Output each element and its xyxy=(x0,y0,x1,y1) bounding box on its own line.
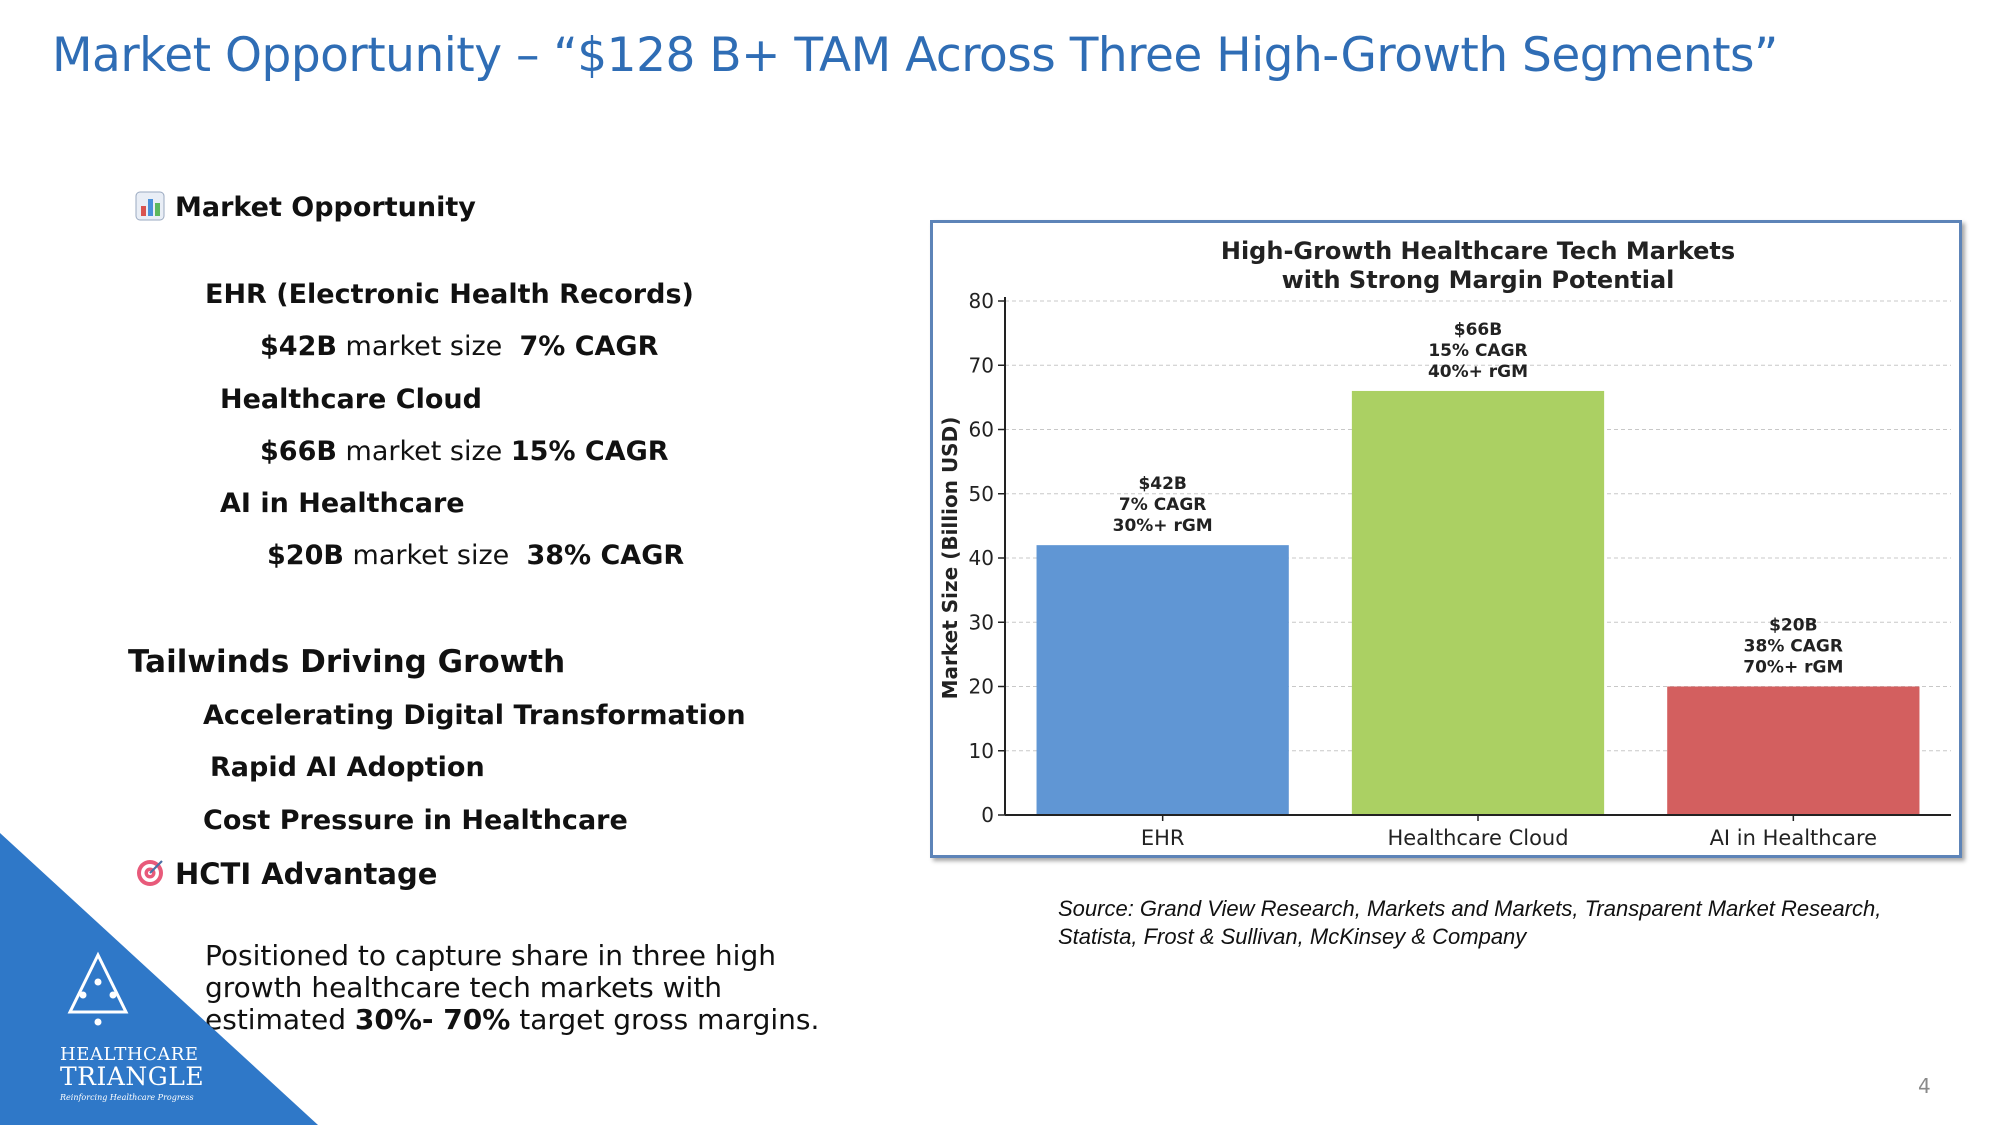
y-tick-label: 50 xyxy=(969,482,994,506)
x-tick-label: AI in Healthcare xyxy=(1710,826,1878,850)
advantage-text-end: target gross margins. xyxy=(510,1003,820,1036)
y-tick-label: 20 xyxy=(969,675,994,699)
page-title: Market Opportunity – “$128 B+ TAM Across… xyxy=(52,28,1778,83)
bar-ehr xyxy=(1036,545,1289,815)
segment-ai-cagr: 38% CAGR xyxy=(526,540,685,571)
y-tick-label: 80 xyxy=(969,289,994,313)
data-label: $20B xyxy=(1769,616,1817,636)
advantage-margin-range: 30%- 70% xyxy=(354,1003,511,1036)
logo-line-2: TRIANGLE xyxy=(60,1062,205,1091)
bar-healthcare-cloud xyxy=(1351,390,1605,815)
chart-svg: 0 10 20 30 40 50 60 70 80 EHR Healthcare Cloud AI i… xyxy=(938,237,1951,850)
market-opportunity-heading: Market Opportunity xyxy=(135,191,476,224)
triangle-logo-icon xyxy=(67,951,129,1026)
segment-ehr-name: EHR (Electronic Health Records) xyxy=(205,279,694,310)
data-label: 40%+ rGM xyxy=(1428,362,1528,382)
y-axis-label: Market Size (Billion USD) xyxy=(938,417,962,700)
page-number: 4 xyxy=(1918,1074,1931,1098)
tailwind-item: Accelerating Digital Transformation xyxy=(203,700,746,731)
x-tick-label: Healthcare Cloud xyxy=(1387,826,1568,850)
y-tick-label: 0 xyxy=(981,803,994,827)
advantage-paragraph: Positioned to capture share in three hig… xyxy=(205,940,825,1036)
advantage-label: HCTI Advantage xyxy=(175,857,438,891)
chart-subtitle: with Strong Margin Potential xyxy=(1282,266,1675,294)
company-logo: HEALTHCARE TRIANGLE Reinforcing Healthca… xyxy=(60,1044,204,1102)
segment-ehr-stats: $42B market size 7% CAGR xyxy=(260,331,658,362)
y-tick-label: 30 xyxy=(969,610,994,634)
data-label: 38% CAGR xyxy=(1744,637,1843,657)
segment-ai-name: AI in Healthcare xyxy=(220,488,465,519)
market-size-chart: 0 10 20 30 40 50 60 70 80 EHR Healthcare Cloud AI i… xyxy=(930,220,1962,858)
bar-ai-in-healthcare xyxy=(1667,686,1920,815)
y-tick-label: 10 xyxy=(969,739,994,763)
tailwind-item: Rapid AI Adoption xyxy=(210,752,485,783)
data-label: 15% CAGR xyxy=(1428,341,1527,361)
data-label: $66B xyxy=(1454,320,1502,340)
data-label: 7% CAGR xyxy=(1119,495,1206,515)
y-tick-label: 40 xyxy=(969,546,994,570)
chart-title: High-Growth Healthcare Tech Markets xyxy=(1221,237,1735,265)
target-icon xyxy=(137,860,163,886)
segment-cloud-stats: $66B market size 15% CAGR xyxy=(260,436,669,467)
data-label: 70%+ rGM xyxy=(1743,658,1843,678)
source-note: Source: Grand View Research, Markets and… xyxy=(1058,895,1881,951)
advantage-heading: HCTI Advantage xyxy=(135,857,437,891)
segment-cloud-size: $66B xyxy=(260,436,337,467)
segment-ehr-cagr: 7% CAGR xyxy=(519,331,659,362)
y-tick-label: 70 xyxy=(969,353,994,377)
data-label: $42B xyxy=(1138,474,1186,494)
segment-ai-size: $20B xyxy=(267,540,344,571)
segment-ehr-size: $42B xyxy=(260,331,337,362)
market-opportunity-label: Market Opportunity xyxy=(175,192,476,223)
tailwinds-heading: Tailwinds Driving Growth xyxy=(128,644,566,680)
segment-cloud-size-label: market size xyxy=(336,436,511,467)
bar-chart-icon xyxy=(135,191,165,220)
source-line: Source: Grand View Research, Markets and… xyxy=(1058,896,1882,921)
source-line: Statista, Frost & Sullivan, McKinsey & C… xyxy=(1058,924,1527,949)
segment-ai-stats: $20B market size 38% CAGR xyxy=(267,540,684,571)
segment-ai-size-label: market size xyxy=(343,540,527,571)
segment-cloud-name: Healthcare Cloud xyxy=(220,384,482,415)
tailwind-item: Cost Pressure in Healthcare xyxy=(203,805,628,836)
y-tick-label: 60 xyxy=(969,418,994,442)
logo-line-1: HEALTHCARE xyxy=(60,1044,199,1065)
segment-ehr-size-label: market size xyxy=(336,331,520,362)
logo-tagline: Reinforcing Healthcare Progress xyxy=(60,1093,194,1102)
x-tick-label: EHR xyxy=(1141,826,1185,850)
data-label: 30%+ rGM xyxy=(1113,516,1213,536)
segment-cloud-cagr: 15% CAGR xyxy=(510,436,669,467)
